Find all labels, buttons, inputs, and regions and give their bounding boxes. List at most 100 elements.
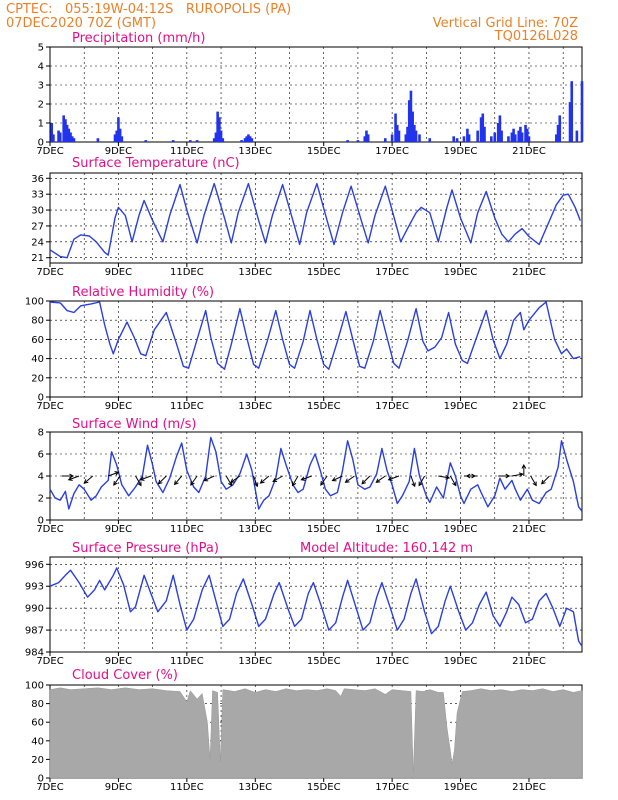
cloud-series-area: [49, 687, 583, 779]
wind-arrow-head: [361, 479, 367, 485]
precip-bar: [580, 81, 584, 142]
precip-xtick-label: 13DEC: [238, 146, 272, 157]
wind-arrow-head: [113, 480, 118, 486]
pressure-xtick-label: 21DEC: [512, 656, 546, 667]
precip-bar: [414, 130, 418, 142]
precip-bar: [115, 130, 119, 142]
wind-xtick-label: 9DEC: [105, 524, 132, 535]
precip-bar: [212, 138, 216, 142]
header-coords: 055:19W-04:12S: [64, 2, 174, 17]
precip-bar: [407, 100, 411, 142]
cloud-title: Cloud Cover (%): [72, 668, 178, 683]
wind-arrow-head: [190, 480, 195, 486]
precip-bar: [363, 136, 367, 142]
header-left-line1: CPTEC: 055:19W-04:12S RUROPOLIS (PA): [6, 2, 291, 17]
precip-bar: [120, 136, 124, 142]
precip-bar: [50, 123, 54, 142]
precip-bar: [65, 124, 69, 142]
wind-arrow: [541, 475, 550, 485]
wind-arrow-head: [331, 477, 337, 482]
wind-arrow-head: [418, 481, 423, 487]
precip-bar: [390, 134, 394, 142]
precip-bar: [383, 138, 387, 142]
precip-xtick-label: 11DEC: [170, 146, 204, 157]
rh-title: Relative Humidity (%): [72, 285, 214, 300]
wind-arrow-head: [521, 463, 527, 469]
precip-ytick-label: 4: [38, 62, 44, 73]
pressure-frame: [49, 556, 583, 653]
wind-arrow-head: [320, 480, 325, 486]
precip-bar: [188, 140, 192, 142]
rh-ytick-label: 100: [25, 297, 44, 308]
wind-arrow: [68, 475, 80, 481]
wind-arrow-head: [411, 482, 416, 488]
precip-bar: [248, 136, 252, 142]
precip-bar: [247, 134, 250, 142]
wind-arrow-head: [157, 479, 163, 485]
cloud-ytick-label: 20: [31, 755, 44, 766]
pressure-annotation: Model Altitude: 160.142 m: [300, 541, 473, 556]
wind-xtick-label: 15DEC: [307, 524, 341, 535]
precip-bar: [118, 128, 122, 142]
temp-ytick-label: 33: [31, 190, 44, 201]
wind-arrow-head: [291, 481, 297, 487]
wind-arrow-head: [387, 476, 393, 481]
wind-arrow-head: [139, 476, 145, 481]
precip-bar: [517, 130, 521, 142]
precip-bar: [411, 111, 414, 142]
wind-arrow: [332, 475, 343, 482]
pressure-ytick-label: 990: [25, 604, 44, 615]
wind-arrow-head: [532, 481, 537, 487]
precip-bar: [483, 126, 486, 142]
wind-xtick-label: 13DEC: [238, 524, 272, 535]
wind-arrow: [253, 475, 258, 487]
precip-bar: [67, 128, 71, 142]
precip-bar: [500, 130, 503, 142]
wind-arrow: [174, 475, 183, 485]
temp-ytick-label: 21: [31, 253, 44, 264]
precip-bar: [558, 115, 562, 142]
precip-bar: [216, 111, 219, 142]
rh-xtick-label: 9DEC: [105, 401, 132, 412]
pressure-xtick-label: 9DEC: [105, 656, 132, 667]
pressure-ytick-label: 984: [25, 648, 44, 659]
precip-bar: [555, 134, 558, 142]
precip-title: Precipitation (mm/h): [72, 31, 205, 46]
precip-bar: [219, 130, 223, 142]
cloud-xtick-label: 21DEC: [512, 782, 546, 793]
precip-bar: [250, 138, 254, 142]
wind-arrow: [301, 475, 312, 481]
precip-bar: [524, 124, 527, 142]
wind-arrow: [113, 475, 121, 486]
pressure-xtick-label: 7DEC: [36, 656, 63, 667]
precip-bar: [117, 117, 120, 142]
cloud-xtick-label: 19DEC: [444, 782, 478, 793]
rh-ytick-label: 40: [31, 354, 44, 365]
rh-ytick-label: 60: [31, 335, 44, 346]
precip-bar: [527, 136, 531, 142]
precip-bar: [366, 134, 370, 142]
temp-xtick-label: 15DEC: [307, 267, 341, 278]
wind-arrow: [272, 475, 283, 482]
wind-xtick-label: 7DEC: [36, 524, 63, 535]
cloud-xtick-label: 11DEC: [170, 782, 204, 793]
precip-xtick-label: 9DEC: [105, 146, 132, 157]
cloud-xtick-label: 9DEC: [105, 782, 132, 793]
temp-ytick-label: 36: [31, 174, 44, 185]
precip-frame: [49, 46, 583, 143]
precip-bar: [512, 128, 515, 142]
wind-arrow-head: [518, 472, 524, 477]
rh-ytick-label: 20: [31, 373, 44, 384]
cloud-ytick-label: 40: [31, 736, 44, 747]
wind-arrow-head: [344, 478, 350, 483]
wind-arrow-head: [173, 480, 179, 486]
wind-xtick-label: 19DEC: [444, 524, 478, 535]
precip-ytick-label: 5: [38, 43, 44, 54]
precip-bar: [520, 132, 524, 142]
precip-bar: [365, 130, 368, 142]
precip-bar: [64, 119, 67, 142]
wind-arrow-head: [375, 478, 381, 483]
precip-bar: [96, 138, 100, 142]
wind-ytick-label: 4: [38, 472, 44, 483]
